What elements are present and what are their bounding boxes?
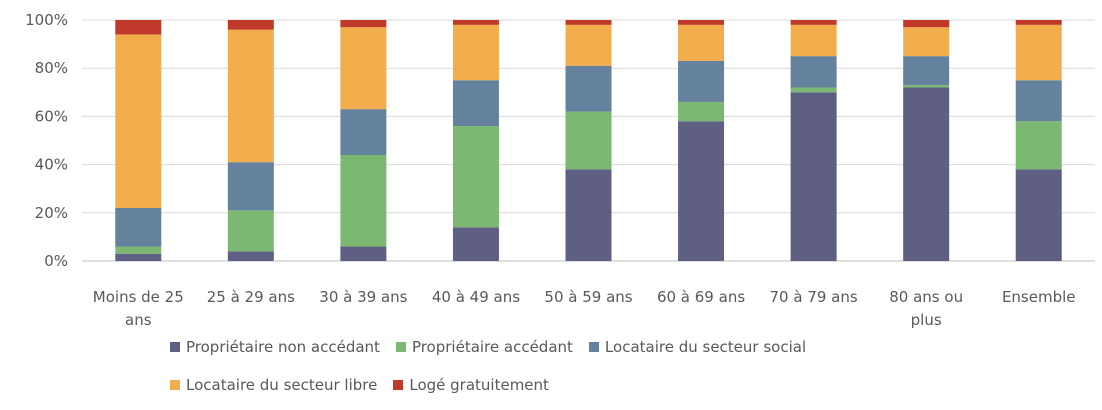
bar-segment xyxy=(452,80,499,127)
bar-segment xyxy=(452,227,499,261)
bar-segment xyxy=(790,20,837,25)
x-axis: Moins de 25 ans 25 à 29 ans 30 à 39 ans 40 à… xyxy=(93,288,1076,329)
legend-swatch xyxy=(170,342,180,352)
bar-segment xyxy=(903,20,950,28)
bar-segment xyxy=(1015,24,1062,81)
bar-segment xyxy=(115,207,162,247)
legend-row: Propriétaire non accédant Propriétaire ac… xyxy=(170,338,822,356)
y-tick-label: 80% xyxy=(35,59,68,77)
y-tick-label: 0% xyxy=(44,252,68,270)
legend-label: Logé gratuitement xyxy=(409,376,549,394)
bar-segment xyxy=(565,169,612,261)
bar-segment xyxy=(790,92,837,261)
bar-segment xyxy=(903,56,950,86)
x-tick-label: 40 à 49 ans xyxy=(432,288,520,306)
bar-segment xyxy=(452,20,499,25)
y-tick-label: 40% xyxy=(35,156,68,174)
bar-segment xyxy=(1015,121,1062,170)
legend-label: Propriétaire non accédant xyxy=(186,338,380,356)
bar-segment xyxy=(790,24,837,57)
bar-segment xyxy=(678,121,725,261)
bar-segment xyxy=(903,27,950,57)
bar-segment xyxy=(903,85,950,88)
bar-segment xyxy=(340,154,387,247)
legend-row: Locataire du secteur libre Logé gratuitem… xyxy=(170,376,565,394)
bar-segment xyxy=(678,24,725,61)
bar-segment xyxy=(678,101,725,122)
x-tick-label: 60 à 69 ans xyxy=(657,288,745,306)
bar-segment xyxy=(565,24,612,66)
stacked-bar-chart: 0% 20% 40% 60% 80% 100% Moins de 25 ans 25 à 29… xyxy=(25,11,1095,329)
legend-item: Logé gratuitement xyxy=(393,376,549,394)
bar-segment xyxy=(340,20,387,28)
legend-swatch xyxy=(170,380,180,390)
legend-label: Locataire du secteur social xyxy=(604,338,807,356)
legend-label: Locataire du secteur libre xyxy=(186,376,378,394)
legend-item: Propriétaire accédant xyxy=(395,338,573,356)
bar-segment xyxy=(340,246,387,261)
x-tick-label: 80 ans ou plus xyxy=(889,288,963,329)
bar-segment xyxy=(790,87,837,93)
x-tick-label: 25 à 29 ans xyxy=(207,288,295,306)
y-tick-label: 100% xyxy=(25,11,68,29)
legend-swatch xyxy=(393,380,404,390)
bar-segment xyxy=(1015,169,1062,261)
bar-segment xyxy=(452,24,499,81)
legend-swatch xyxy=(588,342,599,352)
bar-segment xyxy=(340,109,387,155)
legend-item: Locataire du secteur libre xyxy=(170,376,377,394)
bar-segment xyxy=(678,60,725,102)
bar-segment xyxy=(903,87,950,261)
legend-label: Propriétaire accédant xyxy=(411,338,573,356)
bar-segment xyxy=(227,20,274,30)
x-tick-label: 50 à 59 ans xyxy=(544,288,632,306)
bar-segment xyxy=(227,162,274,211)
x-tick-label: Ensemble xyxy=(1002,288,1076,306)
legend-item: Propriétaire non accédant xyxy=(170,338,380,356)
x-tick-label: Moins de 25 ans xyxy=(93,288,184,329)
bar-segment xyxy=(1015,80,1062,122)
x-tick-label: 70 à 79 ans xyxy=(770,288,858,306)
bar-segment xyxy=(340,27,387,110)
bar-segment xyxy=(452,126,499,228)
bars xyxy=(115,20,1062,261)
bar-segment xyxy=(227,29,274,163)
bar-segment xyxy=(678,20,725,25)
legend-swatch xyxy=(395,342,406,352)
legend-item: Locataire du secteur social xyxy=(588,338,807,356)
y-axis: 0% 20% 40% 60% 80% 100% xyxy=(25,11,68,270)
bar-segment xyxy=(227,251,274,261)
bar-segment xyxy=(565,65,612,112)
bar-segment xyxy=(565,111,612,170)
bar-segment xyxy=(115,253,162,261)
x-tick-label: 30 à 39 ans xyxy=(319,288,407,306)
bar-segment xyxy=(790,56,837,88)
bar-segment xyxy=(115,34,162,208)
y-tick-label: 20% xyxy=(35,204,68,222)
bar-segment xyxy=(115,20,162,35)
bar-segment xyxy=(565,20,612,25)
bar-segment xyxy=(227,210,274,252)
bar-segment xyxy=(115,246,162,254)
bar-segment xyxy=(1015,20,1062,25)
y-tick-label: 60% xyxy=(35,107,68,125)
